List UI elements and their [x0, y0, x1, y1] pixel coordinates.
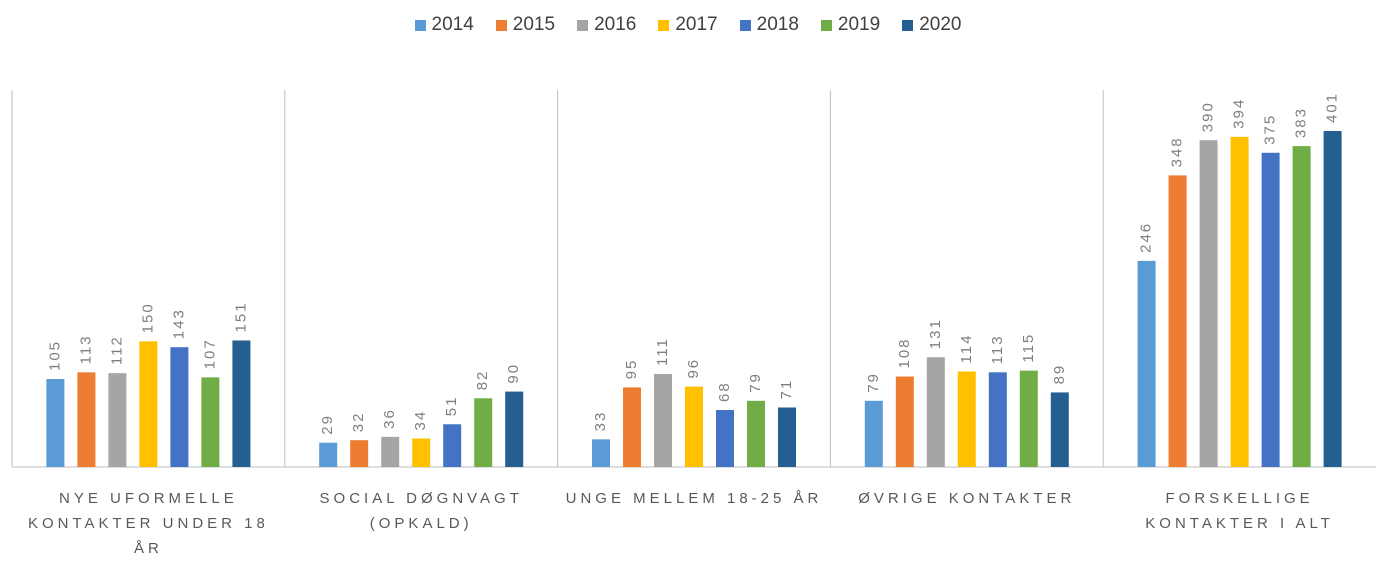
legend-item: 2017 [658, 14, 718, 36]
legend-label: 2015 [512, 14, 556, 35]
data-label: 105 [46, 340, 63, 371]
legend-label: 2018 [756, 14, 799, 35]
bar [1292, 146, 1311, 468]
bar [350, 440, 369, 467]
legend-item: 2018 [739, 14, 799, 36]
bar [505, 391, 524, 467]
legend-label: 2014 [431, 14, 474, 35]
data-label: 68 [716, 381, 733, 402]
data-label: 375 [1262, 114, 1279, 145]
bar [139, 341, 158, 467]
data-label: 89 [1051, 364, 1068, 385]
data-label: 383 [1293, 107, 1310, 138]
data-label: 34 [412, 410, 429, 431]
data-label: 51 [443, 396, 460, 417]
bar [1199, 140, 1218, 467]
legend-swatch [739, 19, 751, 31]
legend-swatch [577, 19, 589, 31]
bar [747, 400, 765, 467]
x-tick-label: FORSKELLIGE KONTAKTER I ALT [1145, 490, 1334, 532]
bar [1261, 152, 1280, 468]
bar [474, 398, 493, 467]
data-label: 95 [623, 359, 640, 380]
data-label: 150 [139, 302, 156, 333]
legend-swatch [414, 19, 426, 31]
legend-swatch [902, 19, 914, 31]
bar [895, 376, 914, 467]
bar [77, 372, 96, 467]
data-label: 113 [989, 334, 1006, 364]
bar [232, 340, 251, 467]
data-label: 71 [778, 379, 795, 400]
data-label: 79 [865, 372, 882, 393]
bar [412, 438, 431, 467]
bar [1230, 136, 1249, 467]
bar [170, 347, 189, 467]
data-label: 143 [170, 308, 187, 339]
data-label: 36 [381, 408, 398, 429]
bar [864, 400, 883, 467]
data-label: 111 [654, 337, 671, 366]
legend-label: 2017 [675, 14, 718, 35]
legend-item: 2015 [495, 14, 556, 36]
legend-item: 2019 [820, 14, 881, 36]
bar [988, 372, 1007, 467]
bar [201, 377, 220, 467]
data-label: 107 [201, 338, 218, 369]
bar [778, 407, 796, 467]
legend-item: 2014 [414, 14, 474, 36]
legend-swatch [658, 19, 670, 31]
data-label: 82 [474, 370, 491, 391]
legend-label: 2020 [919, 14, 962, 35]
legend-swatch [820, 19, 832, 31]
data-label: 113 [77, 334, 94, 364]
bar [108, 373, 127, 467]
x-tick-label: NYE UFORMELLE KONTAKTER UNDER 18 ÅR [27, 490, 269, 557]
data-label: 348 [1169, 136, 1186, 167]
legend-label: 2019 [837, 14, 881, 35]
bar [654, 373, 672, 467]
data-label: 90 [505, 363, 522, 384]
bar [46, 379, 65, 467]
data-label: 32 [350, 411, 367, 432]
data-label: 394 [1231, 98, 1248, 129]
bar [623, 387, 641, 467]
data-label: 151 [232, 301, 249, 332]
bar [1137, 260, 1156, 467]
x-tick-label: ØVRIGE KONTAKTER [858, 490, 1076, 507]
data-label: 79 [747, 372, 764, 393]
data-label: 33 [592, 411, 609, 432]
legend: 2014 2015 2016 2017 2018 2019 2020 [0, 14, 1376, 36]
x-tick-label: SOCIAL DØGNVAGT (OPKALD) [319, 490, 523, 532]
bar [319, 442, 338, 467]
data-label: 108 [896, 337, 913, 368]
data-label: 401 [1324, 92, 1341, 123]
data-label: 29 [319, 414, 336, 435]
bar [1168, 175, 1187, 467]
data-label: 131 [927, 318, 944, 349]
data-label: 96 [685, 358, 702, 379]
bar [443, 424, 462, 467]
data-label: 112 [108, 335, 125, 365]
bar [685, 386, 703, 467]
data-label: 246 [1138, 222, 1155, 253]
bar [957, 371, 976, 467]
legend-item: 2016 [577, 14, 636, 36]
data-label: 115 [1020, 333, 1037, 363]
legend-swatch [495, 19, 507, 31]
bar [592, 439, 610, 467]
legend-label: 2016 [594, 14, 637, 35]
bar [381, 436, 400, 467]
x-tick-label: UNGE MELLEM 18-25 ÅR [565, 490, 823, 507]
bar [1050, 392, 1069, 467]
data-label: 390 [1200, 101, 1217, 132]
data-label: 114 [958, 334, 975, 364]
bar [926, 357, 945, 467]
bar [716, 410, 734, 467]
legend-item: 2020 [902, 14, 961, 36]
bar [1019, 370, 1038, 467]
bar [1323, 131, 1342, 467]
